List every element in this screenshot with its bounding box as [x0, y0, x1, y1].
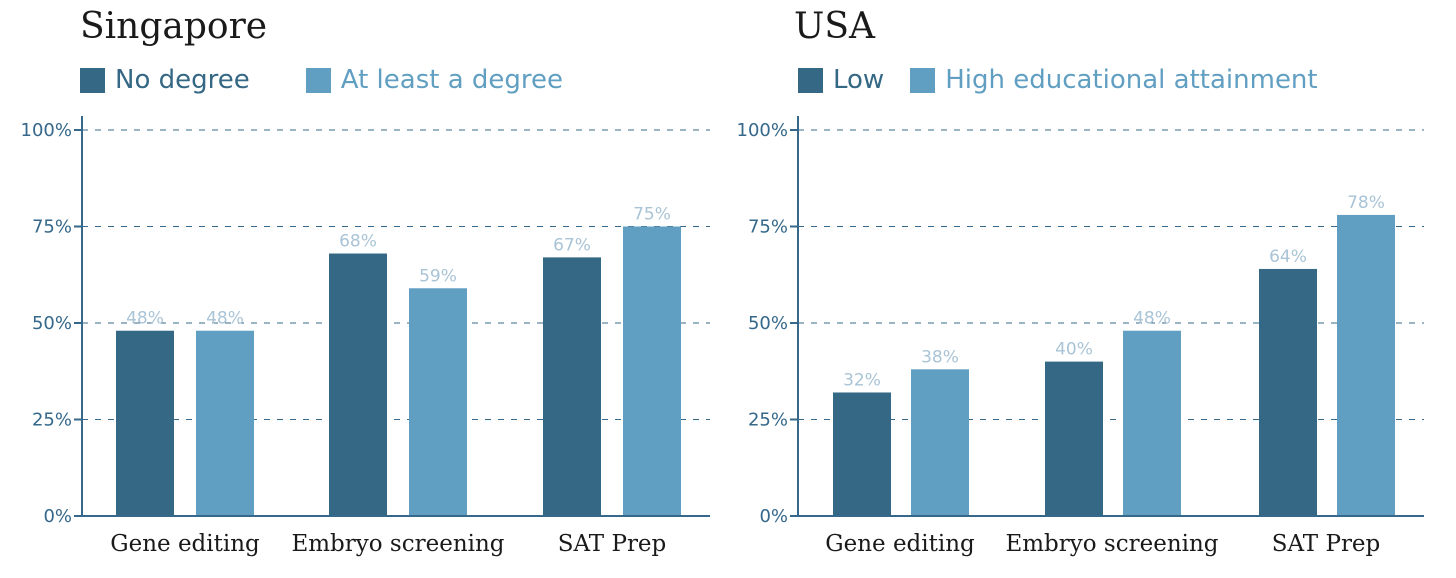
data-label: 59% — [419, 266, 457, 286]
data-label: 68% — [339, 232, 377, 252]
bar-low-embryo-screening — [1045, 361, 1103, 516]
y-tick-label: 0% — [759, 506, 788, 527]
legend-swatch-at-least-a-degree — [305, 67, 331, 93]
x-tick-label: Embryo screening — [291, 531, 504, 557]
data-label: 38% — [921, 347, 959, 367]
chart-legend: No degree At least a degree — [80, 60, 619, 100]
y-tick-label: 0% — [43, 506, 72, 527]
y-tick-label: 100% — [737, 120, 788, 141]
bar-at-least-a-degree-embryo-screening — [409, 288, 467, 516]
bar-high-educational-attainment-embryo-screening — [1123, 330, 1181, 516]
plot-area-usa: 0% 25% 50% 75% 100% 32% 40% 64% 38% 48% 78% Gene ed… — [737, 116, 1424, 557]
legend-label-high-educational-attainment: High educational attainment — [945, 65, 1318, 95]
plot-area-singapore: 0% 25% 50% 75% 100% 48% 68% 67% 48% 59% 75% Gene ed… — [21, 116, 710, 557]
legend-swatch-no-degree — [80, 67, 105, 93]
x-tick-label: Gene editing — [110, 531, 260, 557]
chart-legend: Low High educational attainment — [798, 60, 1344, 100]
y-tick-label: 50% — [32, 313, 72, 334]
data-label: 40% — [1055, 340, 1093, 360]
data-label: 48% — [206, 309, 244, 329]
legend-label-low: Low — [833, 65, 885, 95]
legend-item-no-degree: No degree — [80, 65, 250, 95]
x-tick-label: Gene editing — [825, 531, 975, 557]
bar-low-sat-prep — [1259, 268, 1317, 516]
y-tick-label: 50% — [748, 313, 788, 334]
bar-low-gene-editing — [833, 392, 891, 516]
data-label: 48% — [1133, 309, 1171, 329]
bar-high-educational-attainment-gene-editing — [911, 369, 969, 516]
chart-title: Singapore — [80, 6, 268, 47]
bar-no-degree-gene-editing — [116, 330, 174, 516]
legend-label-at-least-a-degree: At least a degree — [340, 65, 564, 95]
data-label: 64% — [1269, 247, 1307, 267]
x-tick-label: SAT Prep — [1272, 531, 1381, 557]
legend-label-no-degree: No degree — [115, 65, 250, 95]
x-tick-label: Embryo screening — [1005, 531, 1218, 557]
bar-high-educational-attainment-sat-prep — [1337, 214, 1395, 517]
y-tick-label: 75% — [32, 217, 72, 238]
legend-swatch-high-educational-attainment — [910, 67, 936, 93]
legend-item-low: Low — [798, 65, 884, 95]
chart-panel-usa: USA Low High educational attainment 0% 25… — [728, 0, 1456, 578]
bar-at-least-a-degree-sat-prep — [623, 226, 681, 516]
bar-no-degree-sat-prep — [543, 257, 601, 516]
bar-no-degree-embryo-screening — [329, 253, 387, 516]
data-label: 48% — [126, 309, 164, 329]
chart-title: USA — [794, 6, 875, 47]
y-tick-label: 25% — [32, 410, 72, 431]
y-tick-label: 25% — [748, 410, 788, 431]
y-tick-label: 75% — [748, 217, 788, 238]
data-label: 75% — [633, 205, 671, 225]
legend-item-high-educational-attainment: High educational attainment — [910, 65, 1318, 95]
y-tick-label: 100% — [21, 120, 72, 141]
x-tick-label: SAT Prep — [558, 531, 667, 557]
chart-panel-singapore: Singapore No degree At least a degree 0%… — [21, 6, 710, 557]
bar-at-least-a-degree-gene-editing — [196, 330, 254, 516]
legend-item-at-least-a-degree: At least a degree — [305, 65, 564, 95]
data-label: 78% — [1347, 193, 1385, 213]
data-label: 32% — [843, 370, 881, 390]
legend-swatch-low — [798, 67, 823, 93]
data-label: 67% — [553, 235, 591, 255]
